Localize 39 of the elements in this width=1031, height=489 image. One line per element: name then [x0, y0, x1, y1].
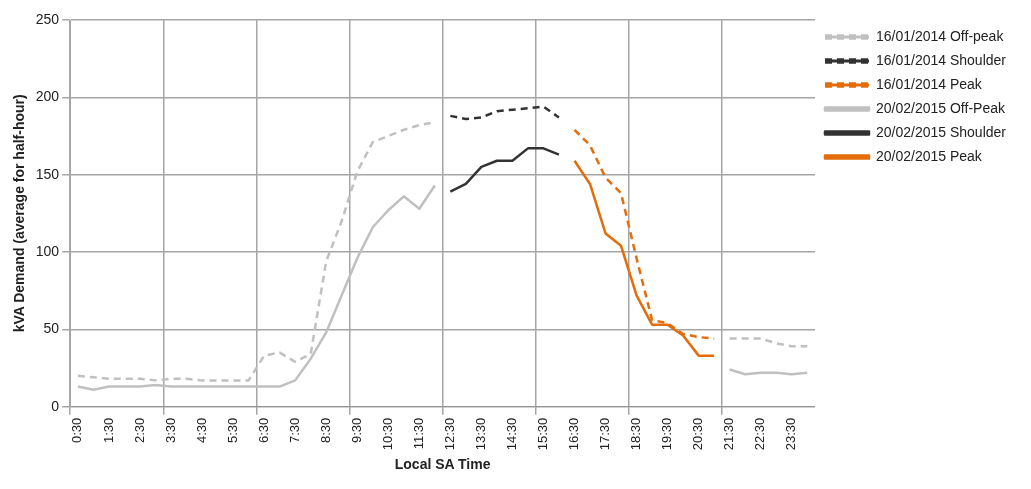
x-tick-label: 1:30 — [100, 417, 116, 443]
legend-label: 16/01/2014 Peak — [876, 75, 983, 92]
x-tick-label: 2:30 — [131, 417, 147, 443]
x-tick-label: 7:30 — [286, 417, 302, 443]
y-axis-title: kVA Demand (average for half-hour) — [11, 94, 28, 333]
x-tick-label: 22:30 — [752, 417, 768, 451]
x-tick-label: 8:30 — [317, 417, 333, 443]
y-tick-label: 100 — [35, 242, 60, 259]
y-tick-label: 0 — [51, 397, 60, 414]
x-tick-label: 23:30 — [783, 417, 799, 451]
y-tick-label: 50 — [43, 320, 60, 337]
legend-label: 20/02/2015 Peak — [876, 147, 983, 164]
x-tick-label: 20:30 — [690, 417, 706, 451]
x-tick-label: 4:30 — [193, 417, 209, 443]
x-tick-label: 0:30 — [69, 417, 85, 443]
legend-label: 20/02/2015 Off-Peak — [876, 99, 1006, 116]
legend-label: 20/02/2015 Shoulder — [876, 123, 1007, 140]
x-tick-label: 18:30 — [628, 417, 644, 451]
y-tick-label: 150 — [35, 165, 60, 182]
x-axis-title: Local SA Time — [394, 456, 491, 473]
y-tick-label: 200 — [35, 88, 60, 105]
x-tick-label: 11:30 — [410, 417, 426, 450]
x-tick-label: 13:30 — [472, 417, 488, 451]
x-tick-label: 16:30 — [566, 417, 582, 451]
legend-label: 16/01/2014 Shoulder — [876, 51, 1007, 68]
x-tick-label: 19:30 — [659, 417, 675, 451]
legend-label: 16/01/2014 Off-peak — [876, 27, 1005, 44]
x-tick-label: 5:30 — [224, 417, 240, 443]
x-tick-label: 21:30 — [721, 417, 737, 451]
x-tick-label: 12:30 — [441, 417, 457, 451]
x-tick-label: 14:30 — [503, 417, 519, 451]
x-tick-label: 9:30 — [348, 417, 364, 443]
line-series — [449, 105, 561, 121]
x-tick-label: 15:30 — [535, 417, 551, 451]
x-tick-label: 17:30 — [597, 417, 613, 451]
x-tick-label: 3:30 — [162, 417, 178, 443]
x-tick-label: 6:30 — [255, 417, 271, 443]
y-tick-label: 250 — [35, 10, 60, 27]
x-tick-label: 10:30 — [379, 417, 395, 451]
